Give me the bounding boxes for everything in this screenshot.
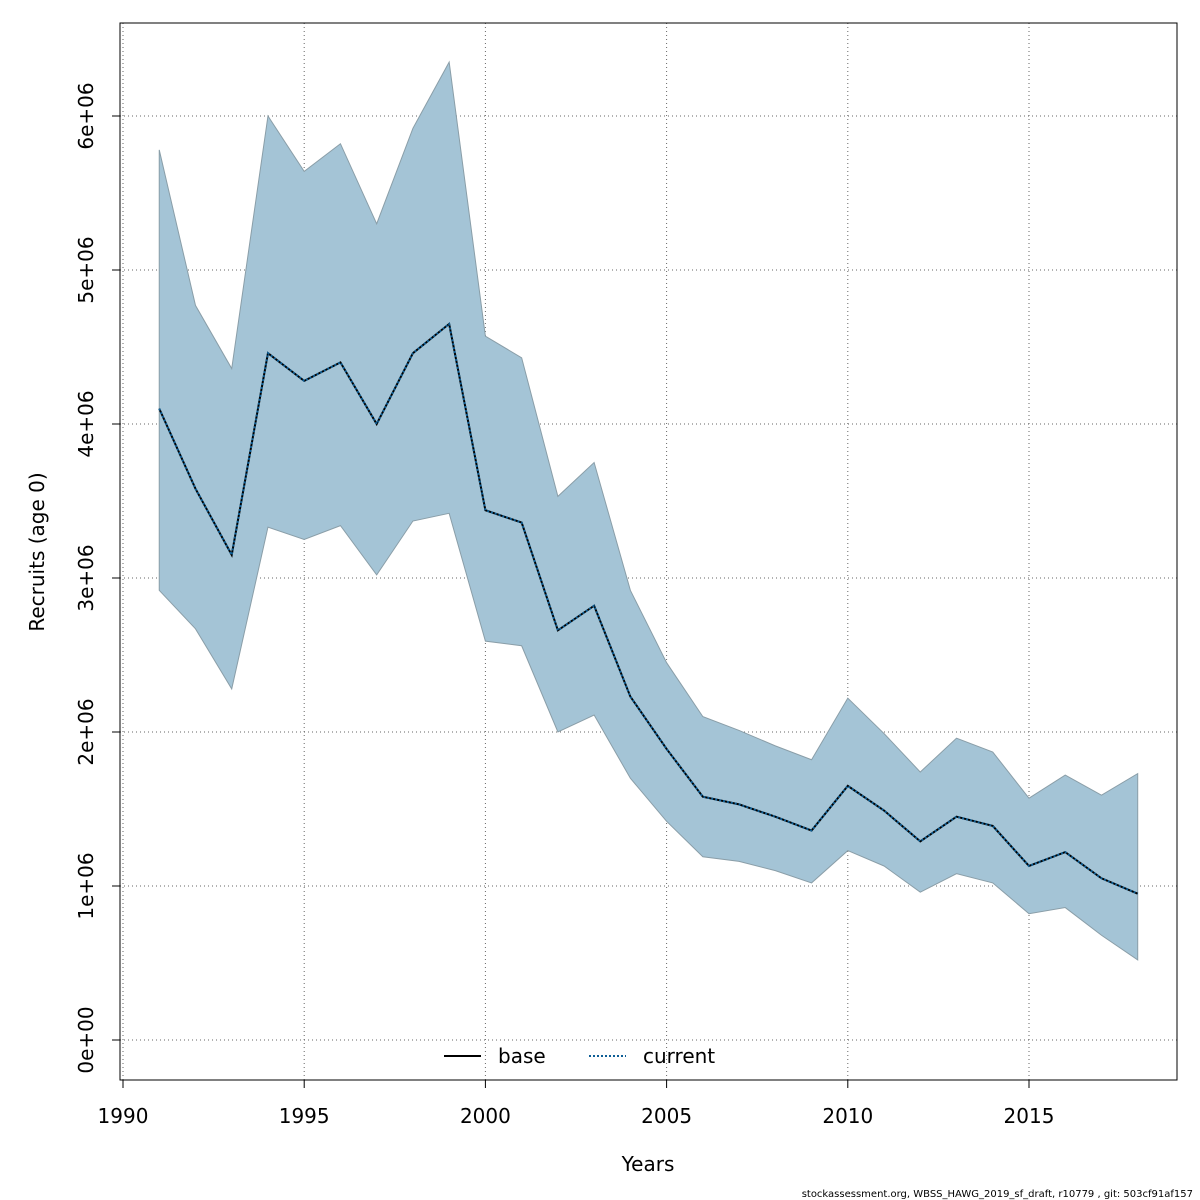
- y-tick-label: 2e+06: [74, 698, 98, 765]
- y-tick-label: 4e+06: [74, 390, 98, 457]
- y-tick-label: 0e+00: [74, 1006, 98, 1073]
- x-tick-label: 2010: [822, 1104, 873, 1128]
- x-tick-label: 2000: [460, 1104, 511, 1128]
- confidence-band-area: [158, 60, 1139, 961]
- y-tick-label: 5e+06: [74, 236, 98, 303]
- x-tick-label: 2005: [641, 1104, 692, 1128]
- legend: base current: [444, 1044, 715, 1068]
- x-axis-title: Years: [621, 1152, 675, 1176]
- y-axis-title: Recruits (age 0): [25, 472, 49, 631]
- confidence-band: [158, 60, 1139, 961]
- y-tick-label: 6e+06: [74, 82, 98, 149]
- legend-current-label: current: [643, 1044, 715, 1068]
- series-line-current: [158, 322, 1139, 895]
- footer-caption: stockassessment.org, WBSS_HAWG_2019_sf_d…: [802, 1189, 1193, 1200]
- x-tick-label: 1990: [98, 1104, 149, 1128]
- axes: 1990 1995 2000 2005 2010 2015 0e+00 1e+06 2e+06 3…: [74, 82, 1054, 1128]
- y-tick-label: 1e+06: [74, 852, 98, 919]
- y-tick-label: 3e+06: [74, 544, 98, 611]
- series-lines: [158, 322, 1139, 895]
- x-tick-label: 1995: [279, 1104, 330, 1128]
- legend-base-label: base: [498, 1044, 546, 1068]
- x-tick-label: 2015: [1004, 1104, 1055, 1128]
